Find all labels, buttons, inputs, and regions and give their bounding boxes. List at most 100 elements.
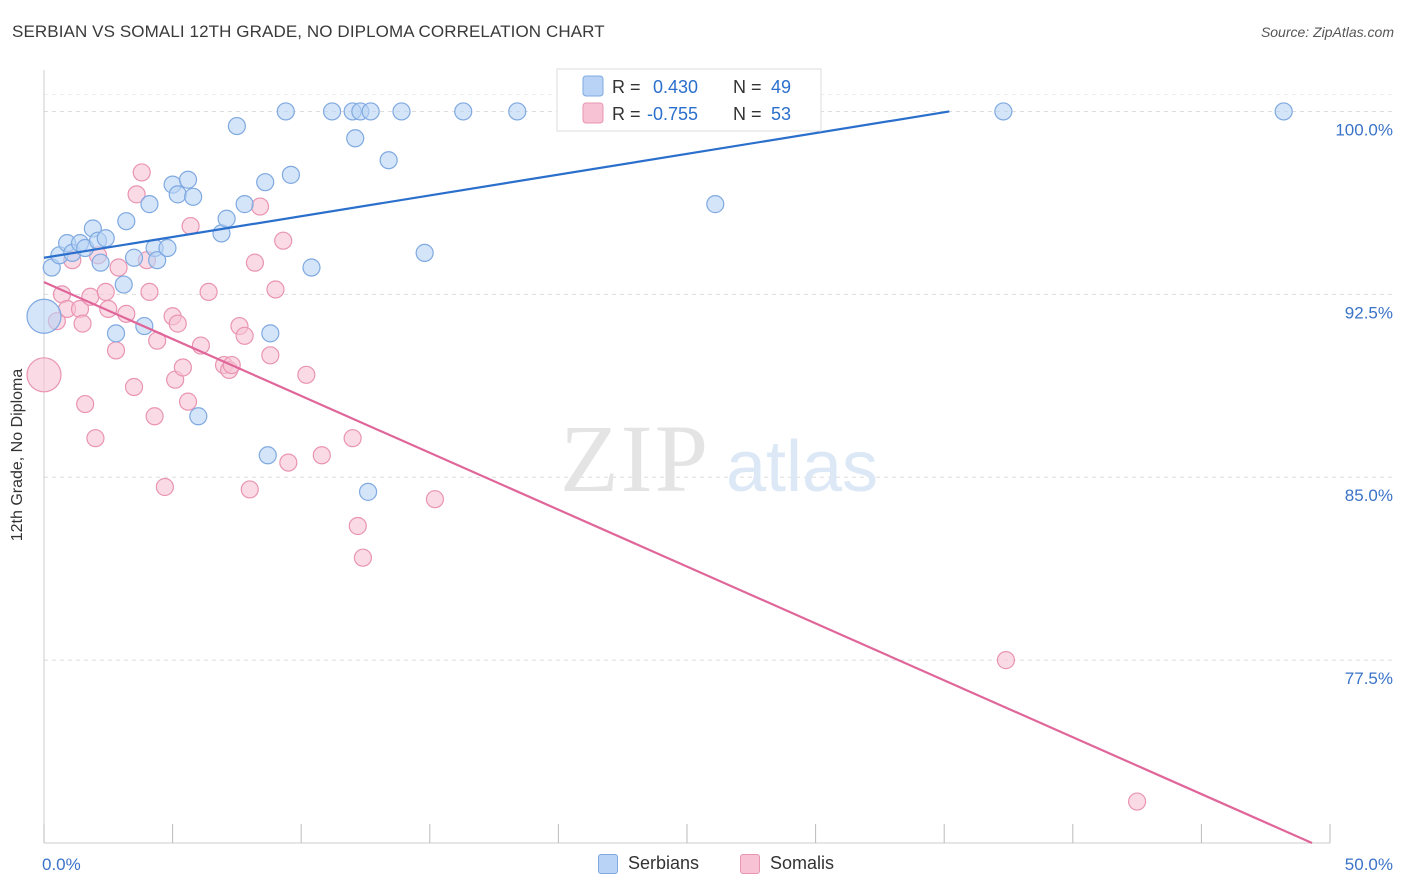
serbian-point	[106, 324, 126, 343]
watermark-zip: ZIP	[560, 405, 710, 512]
somali-point	[178, 392, 198, 411]
somali-point	[73, 314, 92, 333]
serbian-point	[158, 238, 177, 258]
serbian-point	[379, 151, 398, 170]
serbian-point	[26, 298, 62, 334]
y-tick-label: 100.0%	[1335, 120, 1393, 139]
serbian-point	[281, 165, 301, 184]
legend-swatch-serbians	[582, 75, 604, 97]
serbian-point	[392, 102, 411, 121]
somali-point	[168, 314, 187, 333]
serbian-point	[258, 446, 277, 465]
legend-label-somalis: Somalis	[770, 853, 835, 873]
serbian-point	[235, 195, 254, 214]
legend-swatch-serbians-bottom	[598, 853, 618, 874]
serbian-point	[508, 102, 527, 121]
somali-point	[996, 651, 1016, 670]
serbian-point	[346, 129, 365, 148]
serbian-point	[91, 253, 110, 272]
serbian-point	[217, 209, 236, 228]
serbian-point	[322, 102, 342, 121]
serbian-point	[124, 248, 144, 267]
somali-point	[240, 480, 259, 499]
serbian-point	[184, 187, 203, 206]
somali-point	[145, 407, 164, 426]
somali-point	[117, 304, 136, 323]
somali-point	[343, 429, 362, 448]
serbian-point	[256, 173, 275, 192]
serbian-point	[361, 102, 380, 121]
watermark-atlas: atlas	[726, 427, 878, 507]
somali-point	[274, 231, 293, 250]
legend-n-value-somalis: 53	[771, 104, 791, 124]
source-label: Source: ZipAtlas.com	[1260, 24, 1394, 40]
serbian-point	[114, 275, 133, 294]
legend-r-label-somalis: R =	[612, 104, 641, 124]
legend-n-label-serbians: N =	[733, 77, 762, 97]
watermark: ZIP atlas	[560, 405, 878, 512]
legend-n-value-serbians: 49	[771, 77, 791, 97]
y-axis-label: 12th Grade, No Diploma	[9, 368, 26, 542]
somali-point	[297, 365, 316, 384]
legend-n-label-somalis: N =	[733, 104, 762, 124]
somali-point	[199, 282, 218, 302]
serbian-point	[189, 407, 208, 426]
somali-point	[109, 258, 128, 277]
serbian-point	[302, 258, 321, 277]
somali-point	[76, 394, 95, 414]
serbian-point	[454, 102, 473, 121]
serbian-point	[96, 229, 115, 248]
trend-lines	[43, 110, 1313, 845]
trend-line-somalis	[43, 281, 1313, 845]
x-tick-label: 50.0%	[1345, 855, 1393, 874]
somali-point	[425, 490, 445, 509]
stats-legend: R = 0.430 N = 49 R = -0.755 N = 53	[556, 68, 822, 132]
somali-point	[235, 326, 254, 345]
y-tick-label: 77.5%	[1345, 669, 1393, 688]
somali-point	[140, 282, 159, 302]
legend-label-serbians: Serbians	[628, 853, 700, 873]
somali-point	[26, 357, 62, 393]
somali-point	[132, 163, 151, 182]
trend-line-serbians	[43, 110, 950, 259]
somali-point	[245, 253, 265, 272]
serbian-point	[178, 170, 198, 189]
somali-point	[106, 341, 126, 360]
y-tick-label: 92.5%	[1345, 303, 1393, 322]
gridlines	[44, 93, 1395, 661]
somali-point	[1127, 792, 1147, 811]
series-legend: Serbians Somalis	[0, 850, 1406, 880]
somali-point	[312, 446, 331, 465]
axes	[43, 70, 1331, 844]
y-tick-label: 85.0%	[1345, 486, 1393, 505]
serbian-point	[117, 212, 136, 231]
x-tick-label: 0.0%	[42, 855, 81, 874]
somali-point	[96, 282, 115, 302]
legend-swatch-somalis-bottom	[740, 853, 760, 874]
legend-item-somalis: Somalis	[740, 853, 834, 874]
somali-point	[266, 280, 285, 299]
legend-r-value-somalis: -0.755	[647, 104, 698, 124]
serbian-point	[276, 102, 295, 121]
somali-point	[127, 185, 146, 204]
legend-r-label-serbians: R =	[612, 77, 641, 97]
x-tick-labels: 0.0% 50.0%	[42, 855, 1393, 874]
somali-point	[124, 377, 144, 397]
legend-r-value-serbians: 0.430	[653, 77, 698, 97]
somali-point	[173, 358, 192, 377]
somali-point	[261, 346, 280, 365]
serbian-point	[415, 243, 434, 262]
serbian-point	[148, 251, 167, 270]
legend-swatch-somalis	[582, 102, 604, 124]
chart-title: SERBIAN VS SOMALI 12TH GRADE, NO DIPLOMA…	[12, 22, 605, 41]
y-tick-labels: 100.0% 92.5% 85.0% 77.5%	[1335, 120, 1393, 688]
somali-point	[86, 429, 105, 448]
somali-point	[250, 197, 270, 216]
somali-point	[279, 453, 298, 472]
serbian-point	[168, 185, 187, 204]
serbian-point	[227, 116, 246, 136]
serbian-point	[1274, 102, 1293, 121]
serbian-point	[358, 482, 378, 501]
somali-point	[155, 477, 174, 497]
